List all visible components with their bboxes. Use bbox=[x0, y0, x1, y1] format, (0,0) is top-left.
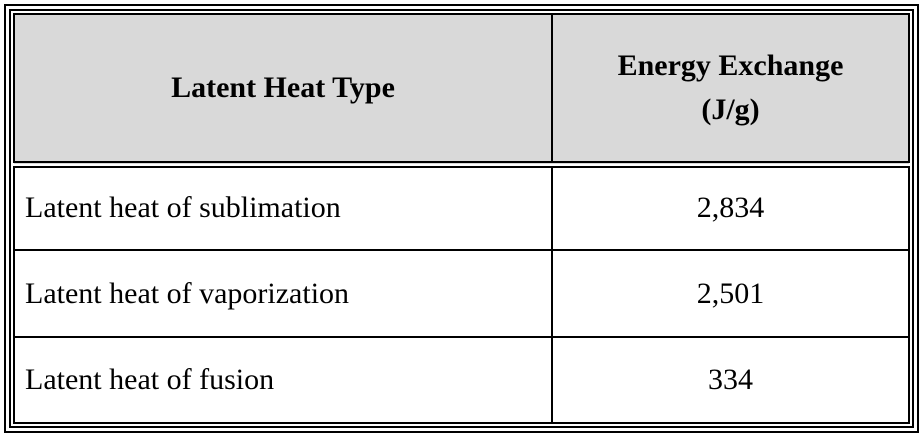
row: Latent heat of vaporization 2,501 bbox=[13, 249, 910, 338]
cell: Latent heat of sublimation bbox=[13, 163, 553, 252]
cell: Latent heat of fusion bbox=[13, 335, 553, 425]
row: Latent heat of fusion 334 bbox=[13, 335, 910, 425]
cell: 2,501 bbox=[551, 249, 910, 338]
header-cell: Latent Heat Type bbox=[13, 12, 553, 168]
cell: 334 bbox=[551, 335, 910, 425]
table-frame: Latent Heat Type Energy Exchange (J/g) L… bbox=[4, 4, 919, 433]
cell: Latent heat of vaporization bbox=[13, 249, 553, 338]
header-row: Latent Heat Type Energy Exchange (J/g) bbox=[13, 12, 910, 168]
table: Latent Heat Type Energy Exchange (J/g) L… bbox=[13, 12, 910, 425]
header-cell: Energy Exchange (J/g) bbox=[551, 12, 910, 168]
row: Latent heat of sublimation 2,834 bbox=[13, 163, 910, 252]
cell: 2,834 bbox=[551, 163, 910, 252]
